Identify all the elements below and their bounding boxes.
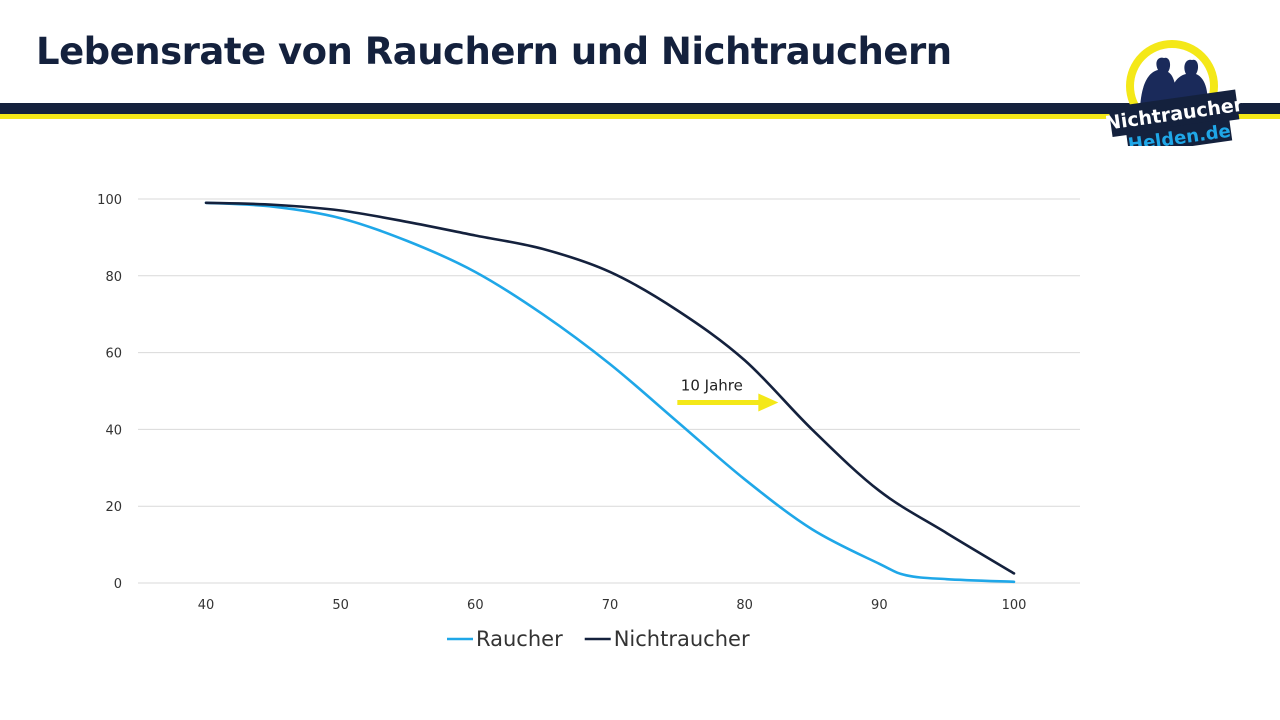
- header-divider-dark: [0, 103, 1280, 114]
- y-tick-label: 0: [114, 577, 122, 592]
- x-tick-label: 80: [736, 598, 753, 613]
- y-tick-label: 100: [97, 193, 122, 208]
- series-lines: [204, 201, 1016, 584]
- y-tick-label: 60: [105, 347, 122, 362]
- nichtraucher-helden-logo: Nichtraucher Helden.de: [1106, 40, 1245, 146]
- legend-label: Nichtraucher: [614, 627, 750, 651]
- x-axis-tick-labels: 40 50 60 70 80 90 100: [198, 598, 1027, 613]
- legend-label: Raucher: [476, 627, 563, 651]
- y-tick-label: 40: [105, 423, 122, 438]
- grid-lines: [138, 198, 1080, 584]
- x-tick-label: 50: [332, 598, 349, 613]
- annotation-arrow-head: [758, 393, 779, 412]
- x-tick-label: 40: [198, 598, 215, 613]
- x-tick-label: 60: [467, 598, 484, 613]
- header-divider-yellow: [0, 114, 1280, 119]
- y-tick-label: 20: [105, 500, 122, 515]
- y-tick-label: 80: [105, 270, 122, 285]
- annotation-label: 10 Jahre: [681, 377, 743, 395]
- series-line-1: [204, 201, 1016, 575]
- series-line-0: [204, 201, 1016, 584]
- y-axis-tick-labels: 0 20 40 60 80 100: [97, 193, 122, 592]
- x-tick-label: 100: [1002, 598, 1027, 613]
- x-tick-label: 70: [602, 598, 619, 613]
- annotations: 10 Jahre: [677, 377, 779, 412]
- x-tick-label: 90: [871, 598, 888, 613]
- legend: Raucher Nichtraucher: [447, 627, 750, 651]
- slide-title: Lebensrate von Rauchern und Nichtraucher…: [36, 30, 952, 73]
